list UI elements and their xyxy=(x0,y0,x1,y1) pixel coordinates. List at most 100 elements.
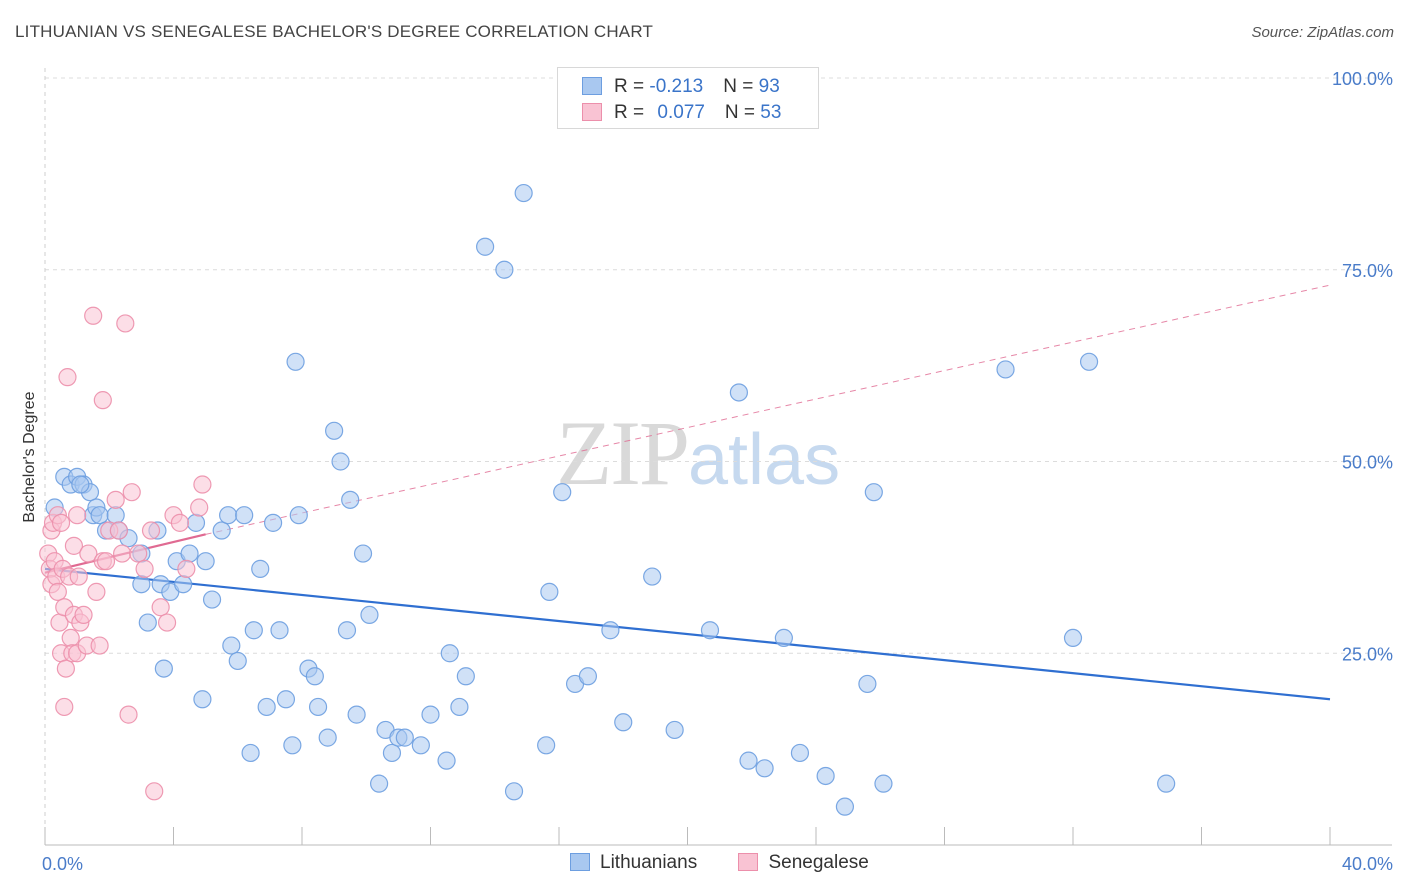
point-lithuanians xyxy=(186,513,206,532)
point-lithuanians xyxy=(337,621,357,640)
trend-lines xyxy=(44,284,1331,701)
correlation-legend: R = -0.213 N = 93 R = 0.077 N = 53 xyxy=(557,67,819,129)
point-lithuanians xyxy=(729,383,749,402)
legend-r-value: 0.077 xyxy=(657,102,705,123)
point-lithuanians xyxy=(276,690,296,709)
series-legend-lithuanians[interactable]: Lithuanians xyxy=(570,852,697,874)
point-lithuanians xyxy=(196,552,215,571)
point-lithuanians xyxy=(774,628,793,648)
point-lithuanians xyxy=(283,736,302,755)
point-lithuanians xyxy=(996,360,1015,379)
point-lithuanians xyxy=(235,506,254,525)
series-legend: Lithuanians Senegalese xyxy=(570,852,905,874)
series-label-senegalese: Senegalese xyxy=(768,852,869,873)
point-senegalese xyxy=(90,636,109,655)
legend-n-label: N = xyxy=(723,76,759,97)
point-lithuanians xyxy=(1157,774,1176,793)
legend-row-senegalese: R = 0.077 N = 53 xyxy=(582,102,781,126)
point-lithuanians xyxy=(816,766,835,786)
legend-n-label: N = xyxy=(724,102,761,123)
data-points xyxy=(39,183,1176,816)
point-lithuanians xyxy=(331,452,350,471)
point-senegalese xyxy=(48,582,67,601)
point-lithuanians xyxy=(835,797,855,816)
point-lithuanians xyxy=(1063,628,1083,648)
series-label-lithuanians: Lithuanians xyxy=(600,852,698,873)
point-lithuanians xyxy=(251,559,270,578)
point-lithuanians xyxy=(241,743,260,763)
legend-n-value: 93 xyxy=(758,76,780,97)
x-tick-label: 0.0% xyxy=(42,854,83,874)
point-senegalese xyxy=(177,559,196,578)
point-senegalese xyxy=(193,475,212,494)
series-legend-senegalese[interactable]: Senegalese xyxy=(738,852,869,874)
point-lithuanians xyxy=(476,237,495,256)
point-lithuanians xyxy=(106,506,125,525)
watermark-zip: ZIP xyxy=(556,402,690,504)
point-senegalese xyxy=(190,498,209,517)
point-lithuanians xyxy=(212,521,231,540)
point-lithuanians xyxy=(440,644,459,663)
point-lithuanians xyxy=(665,720,684,740)
point-lithuanians xyxy=(395,728,414,747)
point-lithuanians xyxy=(495,260,514,279)
legend-r-label: R = xyxy=(614,102,650,123)
point-senegalese xyxy=(109,521,128,540)
point-lithuanians xyxy=(305,667,324,686)
chart-title: LITHUANIAN VS SENEGALESE BACHELOR'S DEGR… xyxy=(15,22,654,41)
point-lithuanians xyxy=(263,513,283,532)
point-senegalese xyxy=(119,705,138,724)
point-senegalese xyxy=(68,506,87,525)
point-lithuanians xyxy=(601,621,620,640)
point-lithuanians xyxy=(325,421,344,440)
point-lithuanians xyxy=(456,667,475,686)
point-lithuanians xyxy=(202,590,222,609)
legend-r-value: -0.213 xyxy=(649,76,704,97)
point-lithuanians xyxy=(755,759,774,778)
point-lithuanians xyxy=(222,636,241,655)
point-lithuanians xyxy=(739,751,758,770)
point-lithuanians xyxy=(382,743,402,763)
y-tick-label: 50.0% xyxy=(1342,453,1393,473)
point-lithuanians xyxy=(228,651,247,671)
trend-line-extended xyxy=(205,284,1331,535)
point-lithuanians xyxy=(614,713,633,732)
x-tick-label: 40.0% xyxy=(1342,854,1393,874)
watermark: ZIPatlas xyxy=(556,400,840,506)
point-lithuanians xyxy=(347,705,366,724)
point-senegalese xyxy=(135,559,154,578)
point-lithuanians xyxy=(578,667,598,686)
point-senegalese xyxy=(122,483,141,502)
point-senegalese xyxy=(106,490,125,509)
point-senegalese xyxy=(61,628,80,648)
y-tick-label: 75.0% xyxy=(1342,261,1393,281)
point-lithuanians xyxy=(700,621,720,640)
point-senegalese xyxy=(141,521,161,540)
point-lithuanians xyxy=(244,621,263,640)
point-lithuanians xyxy=(540,582,559,601)
point-senegalese xyxy=(69,567,88,586)
point-lithuanians xyxy=(257,697,276,717)
y-tick-label: 25.0% xyxy=(1342,644,1393,664)
series-swatch-senegalese xyxy=(738,853,759,871)
point-lithuanians xyxy=(411,736,430,755)
point-senegalese xyxy=(58,368,77,387)
legend-n-value: 53 xyxy=(760,102,782,123)
point-lithuanians xyxy=(289,506,308,525)
axes xyxy=(44,68,1392,846)
point-senegalese xyxy=(84,306,103,325)
legend-swatch-senegalese xyxy=(582,103,602,121)
point-lithuanians xyxy=(643,567,662,586)
point-lithuanians xyxy=(864,483,883,502)
point-lithuanians xyxy=(308,697,328,717)
point-lithuanians xyxy=(370,774,389,793)
point-lithuanians xyxy=(71,475,90,494)
point-lithuanians xyxy=(270,621,289,640)
grid-lines xyxy=(45,77,1392,654)
point-senegalese xyxy=(129,544,148,563)
point-lithuanians xyxy=(504,782,524,801)
point-lithuanians xyxy=(437,751,456,770)
point-lithuanians xyxy=(174,575,193,594)
point-senegalese xyxy=(56,659,75,678)
